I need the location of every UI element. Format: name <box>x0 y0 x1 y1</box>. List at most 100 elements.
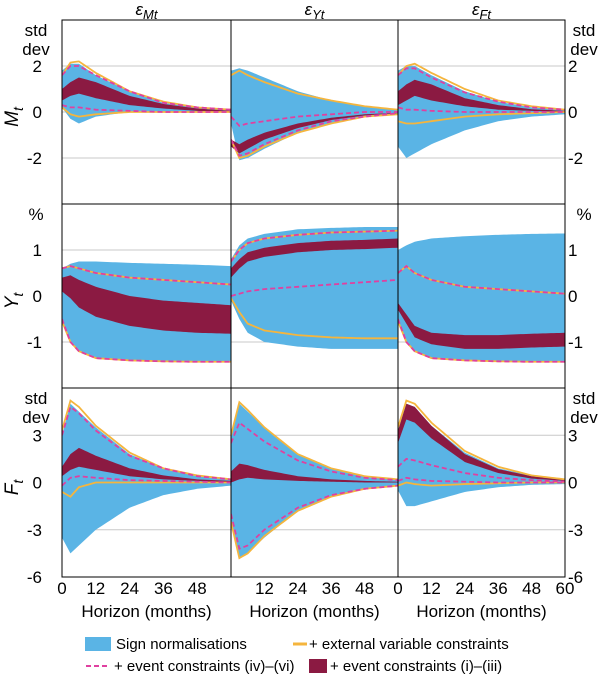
legend-label-event-i-iii: + event constraints (i)–(iii) <box>330 658 502 675</box>
event-constraints-i-iii-band <box>231 463 398 483</box>
legend-label-sign: Sign normalisations <box>116 636 247 653</box>
xtick-label: 36 <box>322 579 341 598</box>
xtick-label: 0 <box>393 579 402 598</box>
ytick-label-left: 1 <box>33 241 42 260</box>
event-constraint-iv-vi-lower-line <box>231 484 398 550</box>
panel-Y-eY <box>230 203 399 389</box>
panel-plot-area <box>62 399 231 554</box>
event-constraints-i-iii-band <box>62 275 231 334</box>
xtick-label: 12 <box>422 579 441 598</box>
ytick-label-right: 0 <box>568 474 577 493</box>
panel-F-eY <box>230 387 399 578</box>
event-constraints-i-iii-band <box>398 79 565 112</box>
xtick-label: 48 <box>355 579 374 598</box>
panel-plot-area <box>398 399 565 531</box>
ytick-label-left: -1 <box>27 333 42 352</box>
event-constraints-i-iii-band <box>398 302 565 349</box>
event-constraint-iv-vi-upper-line <box>62 405 231 481</box>
unit-label-left: dev <box>22 40 50 59</box>
x-axis-label: Horizon (months) <box>81 602 211 621</box>
xtick-label: 0 <box>57 579 66 598</box>
event-constraint-iv-vi-lower-line <box>398 476 565 484</box>
ytick-label-left: -2 <box>27 149 42 168</box>
external-constraint-upper-line <box>62 399 231 481</box>
external-constraint-lower-line <box>231 297 398 340</box>
unit-label-left: % <box>28 205 43 224</box>
column-title-eF: εFt <box>472 0 492 22</box>
sign-normalisation-band <box>398 233 565 362</box>
panel-M-eY <box>230 19 399 205</box>
row-label-F: Ft <box>2 479 26 496</box>
unit-label-right: % <box>576 205 591 224</box>
external-constraint-upper-line <box>62 265 231 286</box>
ytick-label-right: -6 <box>568 568 583 587</box>
panel-Y-eF <box>397 203 566 389</box>
unit-label-left: dev <box>22 408 50 427</box>
external-constraint-lower-line <box>62 106 231 118</box>
xtick-label: 60 <box>556 579 575 598</box>
ytick-label-left: 0 <box>33 474 42 493</box>
ytick-label-left: -3 <box>27 521 42 540</box>
event-constraint-iv-vi-lower-line <box>231 112 398 157</box>
panel-F-eM <box>61 387 232 578</box>
unit-label-right: std <box>573 389 596 408</box>
row-label-Y: Yt <box>2 292 26 310</box>
panel-plot-area <box>231 227 398 349</box>
event-constraint-iv-vi-upper-line <box>231 111 398 127</box>
xtick-label: 24 <box>288 579 307 598</box>
xtick-label: 48 <box>522 579 541 598</box>
event-constraints-i-iii-band <box>62 447 231 483</box>
event-constraint-iv-vi-upper-line <box>231 229 398 263</box>
x-axis-label: Horizon (months) <box>249 602 379 621</box>
unit-label-left: std <box>25 21 48 40</box>
event-constraints-i-iii-band <box>231 112 398 154</box>
column-title-eY: εYt <box>305 0 326 22</box>
xtick-label: 36 <box>489 579 508 598</box>
event-constraint-iv-vi-upper-line <box>398 67 565 111</box>
ytick-label-right: 2 <box>568 57 577 76</box>
ytick-label-right: -1 <box>568 333 583 352</box>
event-constraints-i-iii-band <box>398 403 565 481</box>
event-constraint-iv-vi-lower-line <box>231 279 398 297</box>
event-constraints-i-iii-band <box>231 238 398 278</box>
legend: Sign normalisations + external variable … <box>85 636 509 675</box>
xtick-label: 24 <box>120 579 139 598</box>
row-label-M: Mt <box>2 106 26 127</box>
xtick-label: 48 <box>188 579 207 598</box>
ytick-label-right: 3 <box>568 426 577 445</box>
event-constraint-iv-vi-lower-line <box>62 104 231 113</box>
external-constraint-upper-line <box>398 399 565 481</box>
ytick-label-left: 3 <box>33 426 42 445</box>
panel-M-eM <box>61 19 232 205</box>
legend-label-event-iv-vi: + event constraints (iv)–(vi) <box>114 658 294 675</box>
panel-plot-area <box>398 233 565 363</box>
xtick-label: 12 <box>255 579 274 598</box>
legend-label-external: + external variable constraints <box>309 636 509 653</box>
panel-M-eF <box>397 19 566 205</box>
ytick-label-left: 0 <box>33 287 42 306</box>
unit-label-left: std <box>25 389 48 408</box>
panel-plot-area <box>62 60 231 159</box>
panel-Y-eM <box>61 203 232 389</box>
external-constraint-lower-line <box>398 111 565 125</box>
ytick-label-left: 2 <box>33 57 42 76</box>
event-constraint-iv-vi-lower-line <box>62 318 231 363</box>
xtick-label: 12 <box>86 579 105 598</box>
x-axis-label: Horizon (months) <box>416 602 546 621</box>
event-constraint-iv-vi-upper-line <box>62 65 231 111</box>
panel-plot-area <box>231 65 398 161</box>
panel-frame <box>397 387 566 578</box>
sign-normalisation-band <box>62 403 231 554</box>
unit-label-right: std <box>573 21 596 40</box>
legend-swatch-event-i-iii <box>309 659 327 673</box>
event-constraint-iv-vi-lower-line <box>398 318 565 363</box>
panel-F-eF <box>397 387 566 578</box>
xtick-label: 24 <box>455 579 474 598</box>
column-title-eM: εMt <box>136 0 159 22</box>
xtick-label: 36 <box>154 579 173 598</box>
event-constraint-iv-vi-lower-line <box>398 106 565 113</box>
ytick-label-right: 0 <box>568 103 577 122</box>
event-constraint-iv-vi-lower-line <box>62 475 231 487</box>
